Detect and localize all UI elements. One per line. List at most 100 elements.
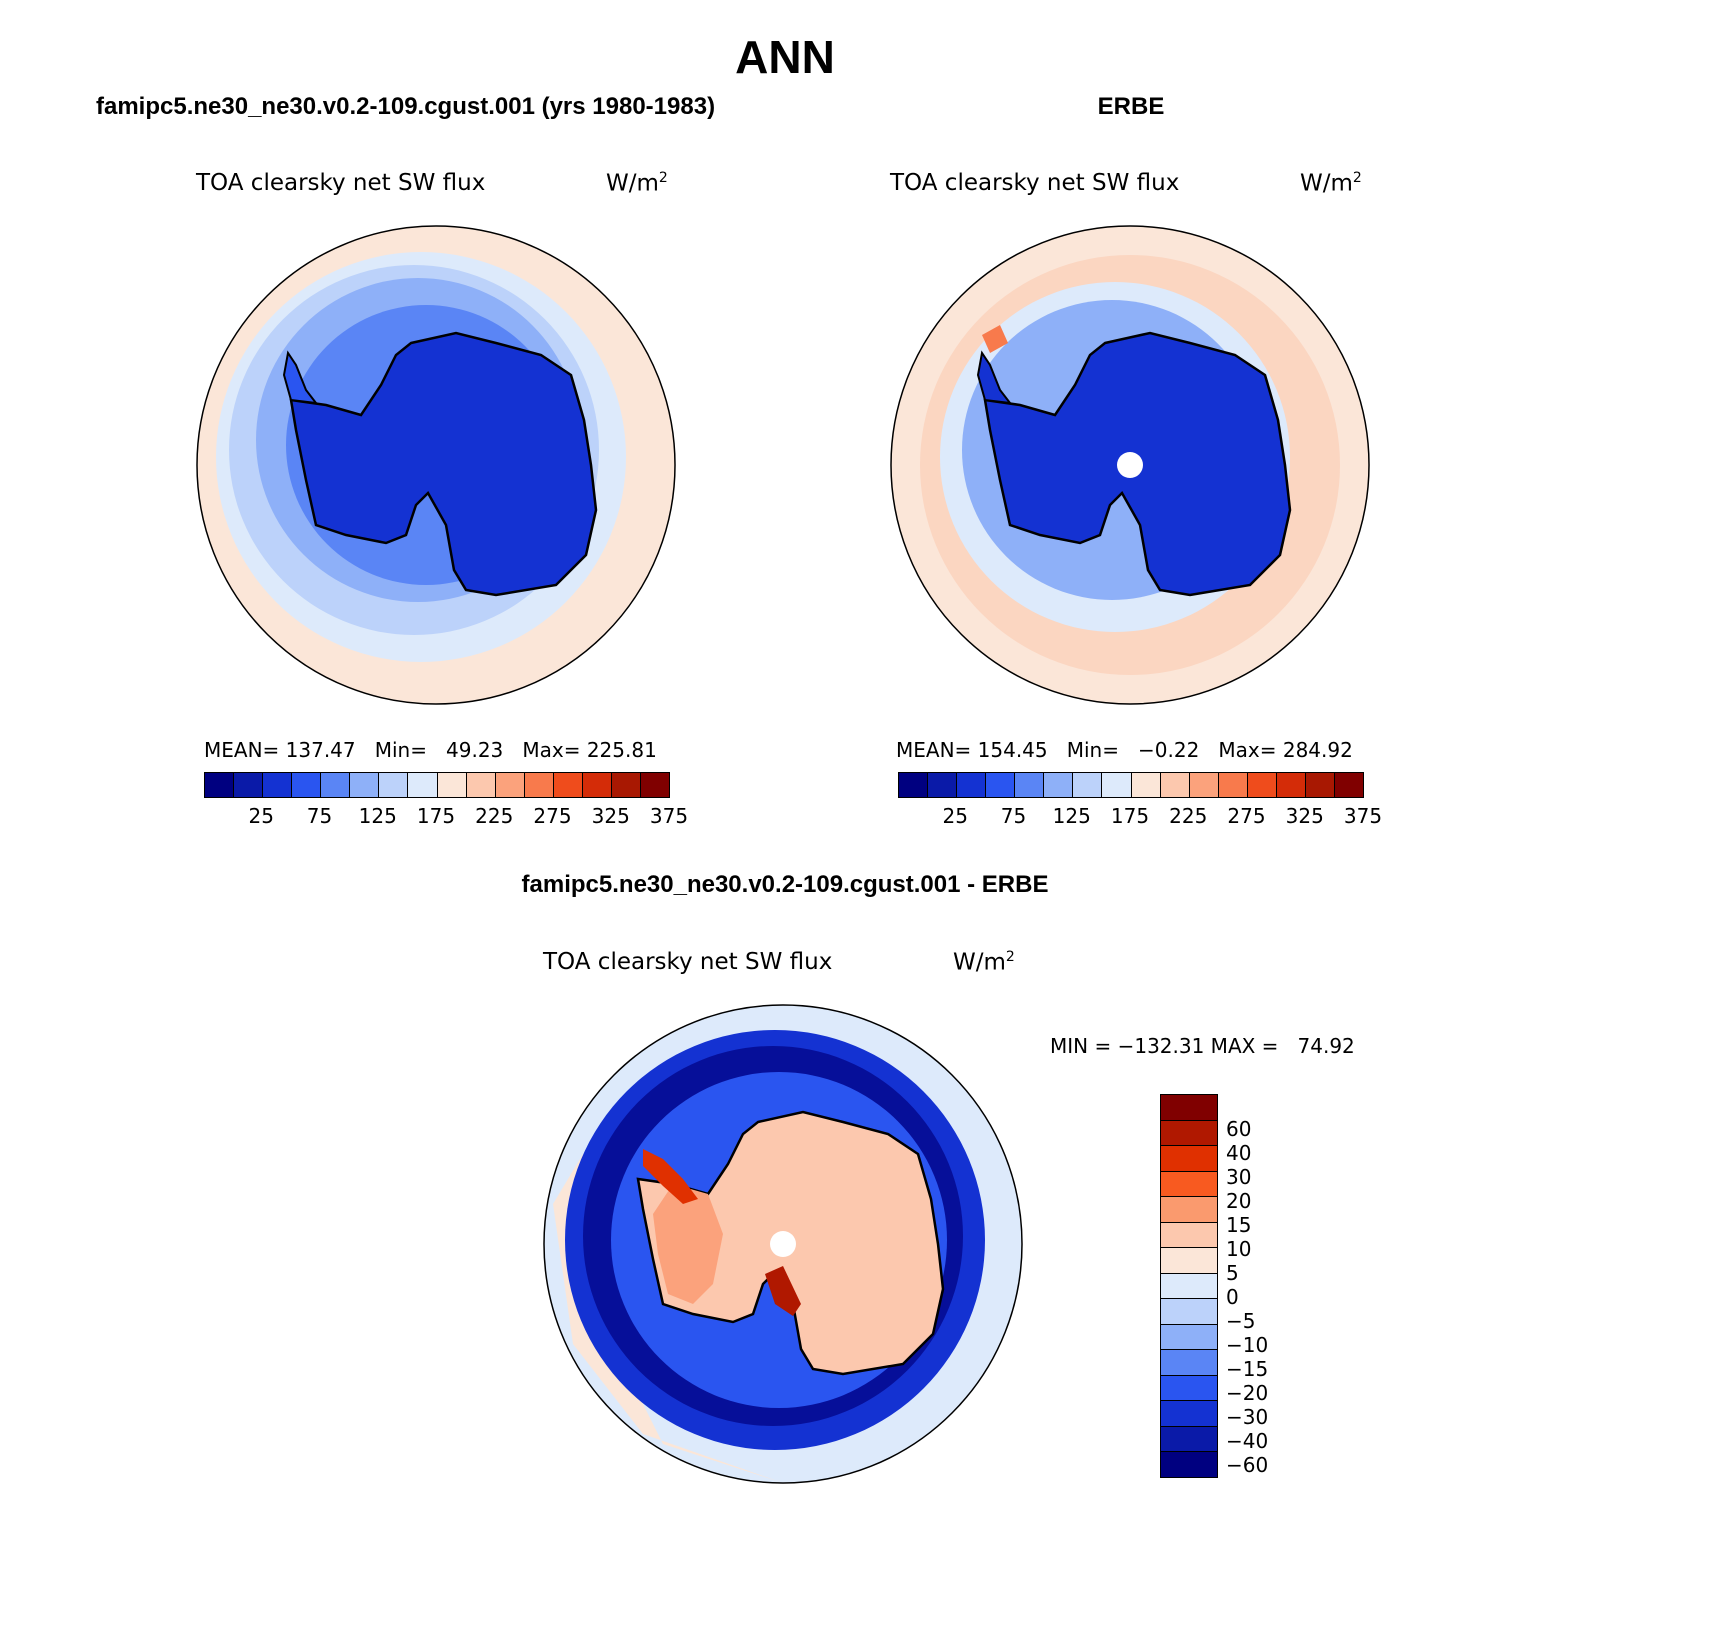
colorbar-swatch xyxy=(899,773,929,797)
colorbar-swatch xyxy=(1161,1222,1217,1249)
colorbar-tick-label: 15 xyxy=(1226,1213,1252,1237)
colorbar-tick-label: 0 xyxy=(1226,1285,1239,1309)
diff-minmax: MIN = −132.31 MAX = 74.92 xyxy=(1050,1034,1355,1058)
colorbar-tick-label: 25 xyxy=(248,804,274,828)
colorbar-tick-label: 60 xyxy=(1226,1117,1252,1141)
colorbar-swatch xyxy=(1160,773,1190,797)
main-title: ANN xyxy=(735,31,835,83)
colorbar-swatch xyxy=(1102,773,1132,797)
left-units-sup: 2 xyxy=(658,170,668,186)
colorbar-swatch xyxy=(1161,1350,1217,1376)
diff-peninsula-red xyxy=(643,1149,698,1204)
colorbar-swatch xyxy=(1161,1426,1217,1453)
right-panel-header: ERBE xyxy=(1097,93,1165,120)
right-coast-orange xyxy=(982,325,1008,353)
colorbar-tick-label: 30 xyxy=(1226,1165,1252,1189)
left-polar-map xyxy=(196,225,676,705)
colorbar-swatch xyxy=(1161,1299,1217,1325)
diff-polar-map xyxy=(543,1004,1023,1484)
colorbar-swatch xyxy=(524,773,554,797)
colorbar-swatch xyxy=(1073,773,1103,797)
colorbar-swatch xyxy=(1161,1452,1217,1477)
left-units-label: W/m2 xyxy=(606,170,668,197)
colorbar-swatch xyxy=(1218,773,1248,797)
colorbar-swatch xyxy=(1305,773,1335,797)
colorbar-swatch xyxy=(611,773,641,797)
colorbar-swatch xyxy=(1161,1401,1217,1427)
colorbar-tick-label: 20 xyxy=(1226,1189,1252,1213)
diff-units-sup: 2 xyxy=(1005,949,1015,965)
colorbar-tick-label: −20 xyxy=(1226,1381,1269,1405)
right-pole-hole xyxy=(1117,452,1143,478)
colorbar-tick-label: 325 xyxy=(591,804,630,828)
right-peninsula xyxy=(976,350,1013,405)
colorbar-tick-label: −40 xyxy=(1226,1429,1269,1453)
colorbar-swatch xyxy=(1161,1120,1217,1147)
colorbar-swatch xyxy=(1161,1095,1217,1121)
right-polar-map xyxy=(890,225,1370,705)
colorbar-swatch xyxy=(350,773,380,797)
colorbar-swatch xyxy=(582,773,612,797)
colorbar-tick-label: 25 xyxy=(942,804,968,828)
right-variable-label: TOA clearsky net SW flux xyxy=(890,170,1180,196)
colorbar-swatch xyxy=(466,773,496,797)
colorbar-swatch xyxy=(437,773,467,797)
diff-colorbar xyxy=(1160,1094,1218,1478)
colorbar-swatch xyxy=(553,773,583,797)
colorbar-tick-label: 225 xyxy=(475,804,514,828)
colorbar-swatch xyxy=(640,773,669,797)
colorbar-swatch xyxy=(928,773,958,797)
colorbar-swatch xyxy=(205,773,235,797)
colorbar-tick-label: 375 xyxy=(649,804,689,828)
colorbar-swatch xyxy=(1161,1197,1217,1223)
right-colorbar xyxy=(898,772,1364,798)
colorbar-swatch xyxy=(1161,1375,1217,1402)
diff-panel-header: famipc5.ne30_ne30.v0.2-109.cgust.001 - E… xyxy=(521,871,1049,898)
colorbar-tick-label: 375 xyxy=(1343,804,1383,828)
colorbar-tick-label: 5 xyxy=(1226,1261,1239,1285)
right-units-sup: 2 xyxy=(1352,170,1362,186)
colorbar-swatch xyxy=(1161,1171,1217,1198)
colorbar-swatch xyxy=(263,773,293,797)
colorbar-tick-label: 275 xyxy=(533,804,572,828)
right-map-border xyxy=(890,225,1370,705)
colorbar-tick-label: −30 xyxy=(1226,1405,1269,1429)
colorbar-tick-label: 325 xyxy=(1285,804,1324,828)
diff-map-border xyxy=(543,1004,1023,1484)
colorbar-swatch xyxy=(986,773,1016,797)
left-variable-label: TOA clearsky net SW flux xyxy=(196,170,486,196)
colorbar-swatch xyxy=(1044,773,1074,797)
colorbar-tick-label: 175 xyxy=(416,804,456,828)
colorbar-tick-label: −5 xyxy=(1226,1309,1256,1333)
colorbar-swatch xyxy=(1161,1324,1217,1351)
left-map-border xyxy=(196,225,676,705)
colorbar-tick-label: 40 xyxy=(1226,1141,1252,1165)
colorbar-tick-label: 175 xyxy=(1110,804,1150,828)
right-units-text: W/m xyxy=(1300,170,1353,197)
colorbar-tick-label: −60 xyxy=(1226,1453,1269,1477)
colorbar-swatch xyxy=(1276,773,1306,797)
left-colorbar xyxy=(204,772,670,798)
colorbar-swatch xyxy=(234,773,264,797)
diff-pole-hole xyxy=(770,1231,796,1257)
colorbar-tick-label: 10 xyxy=(1226,1237,1252,1261)
colorbar-swatch xyxy=(1161,1248,1217,1274)
colorbar-tick-label: 275 xyxy=(1227,804,1266,828)
colorbar-tick-label: −15 xyxy=(1226,1357,1269,1381)
colorbar-tick-label: 75 xyxy=(306,804,333,828)
colorbar-tick-label: 125 xyxy=(1052,804,1091,828)
colorbar-swatch xyxy=(408,773,438,797)
colorbar-swatch xyxy=(379,773,409,797)
diff-units-text: W/m xyxy=(953,949,1006,976)
left-peninsula xyxy=(282,350,319,405)
left-units-text: W/m xyxy=(606,170,659,197)
colorbar-tick-label: 75 xyxy=(1000,804,1027,828)
colorbar-tick-label: 225 xyxy=(1169,804,1208,828)
colorbar-swatch xyxy=(1131,773,1161,797)
colorbar-tick-label: 125 xyxy=(358,804,397,828)
colorbar-swatch xyxy=(321,773,351,797)
colorbar-swatch xyxy=(1334,773,1363,797)
colorbar-swatch xyxy=(957,773,987,797)
colorbar-swatch xyxy=(1161,1273,1217,1300)
diff-variable-label: TOA clearsky net SW flux xyxy=(543,949,833,975)
